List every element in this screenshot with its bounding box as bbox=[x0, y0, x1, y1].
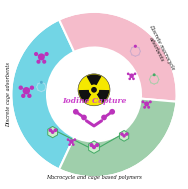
Wedge shape bbox=[79, 90, 91, 103]
Circle shape bbox=[42, 60, 46, 64]
Wedge shape bbox=[59, 12, 177, 102]
Circle shape bbox=[73, 109, 79, 115]
Circle shape bbox=[72, 143, 75, 146]
Circle shape bbox=[92, 145, 96, 149]
Circle shape bbox=[95, 143, 99, 147]
Circle shape bbox=[40, 81, 43, 84]
Circle shape bbox=[109, 109, 115, 115]
Circle shape bbox=[45, 52, 49, 56]
Circle shape bbox=[101, 115, 107, 120]
Circle shape bbox=[74, 138, 76, 141]
Circle shape bbox=[129, 73, 134, 78]
Circle shape bbox=[51, 130, 55, 134]
Circle shape bbox=[49, 128, 52, 132]
Circle shape bbox=[120, 132, 124, 136]
Circle shape bbox=[127, 73, 130, 75]
Circle shape bbox=[141, 100, 144, 103]
Circle shape bbox=[134, 45, 137, 48]
Wedge shape bbox=[86, 74, 102, 85]
Text: Iodine Capture: Iodine Capture bbox=[62, 97, 126, 105]
Circle shape bbox=[38, 53, 45, 60]
Circle shape bbox=[144, 101, 149, 106]
Circle shape bbox=[67, 138, 69, 141]
Polygon shape bbox=[89, 141, 99, 153]
Circle shape bbox=[30, 85, 34, 90]
Text: Discrete cage adsorbents: Discrete cage adsorbents bbox=[6, 62, 11, 127]
Circle shape bbox=[21, 94, 26, 98]
Circle shape bbox=[19, 85, 23, 90]
Circle shape bbox=[153, 73, 156, 76]
Circle shape bbox=[23, 87, 30, 94]
Circle shape bbox=[89, 85, 99, 95]
Text: Macrocycle and cage based polymers: Macrocycle and cage based polymers bbox=[46, 175, 142, 180]
Wedge shape bbox=[97, 90, 109, 103]
Circle shape bbox=[69, 139, 74, 144]
Circle shape bbox=[81, 115, 87, 120]
Circle shape bbox=[128, 77, 131, 80]
Polygon shape bbox=[119, 130, 129, 141]
Circle shape bbox=[78, 74, 110, 106]
Circle shape bbox=[89, 143, 94, 147]
Circle shape bbox=[147, 106, 150, 109]
Circle shape bbox=[68, 143, 71, 146]
Circle shape bbox=[54, 128, 57, 132]
Circle shape bbox=[34, 52, 38, 56]
Wedge shape bbox=[11, 19, 74, 170]
Wedge shape bbox=[59, 99, 176, 177]
Circle shape bbox=[149, 100, 152, 103]
Circle shape bbox=[125, 132, 129, 136]
Text: Discrete macrocycle
adsorbents: Discrete macrocycle adsorbents bbox=[143, 24, 175, 73]
Circle shape bbox=[122, 134, 126, 138]
Circle shape bbox=[143, 106, 146, 109]
Circle shape bbox=[47, 47, 141, 142]
Circle shape bbox=[36, 60, 41, 64]
Circle shape bbox=[132, 77, 135, 80]
Circle shape bbox=[27, 94, 32, 98]
Polygon shape bbox=[48, 126, 58, 138]
Circle shape bbox=[134, 73, 136, 75]
Circle shape bbox=[91, 87, 97, 93]
